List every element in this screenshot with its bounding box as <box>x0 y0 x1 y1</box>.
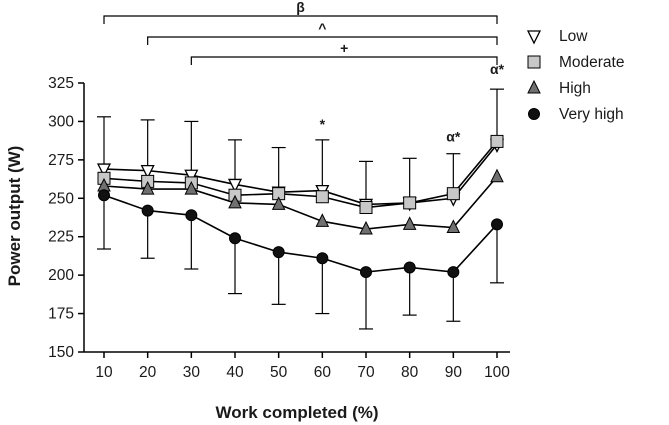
series-markers <box>96 134 505 279</box>
legend: Low Moderate High Very high <box>526 28 624 123</box>
data-point <box>446 187 460 201</box>
legend-marker <box>527 55 541 69</box>
y-tick-label: 175 <box>48 306 74 323</box>
series-lines <box>103 140 498 273</box>
legend-label: Moderate <box>559 54 624 71</box>
y-tick-label: 200 <box>48 267 74 284</box>
annotation-label: α* <box>446 128 461 144</box>
series-line <box>103 194 498 273</box>
y-tick-label: 225 <box>48 229 74 246</box>
series-line <box>103 140 498 209</box>
legend-marker <box>527 79 541 94</box>
data-point <box>140 180 155 195</box>
bracket-line <box>147 36 498 45</box>
data-point <box>184 180 199 195</box>
x-tick-label: 10 <box>95 364 113 381</box>
data-point <box>271 196 286 210</box>
axes: 150 175 200 225 250 275 300 325 10 20 30 40 50 60 70 80… <box>48 75 510 381</box>
legend-label: Very high <box>559 106 624 123</box>
x-tick-label: 70 <box>357 364 375 381</box>
x-tick-label: 50 <box>270 364 288 381</box>
data-point <box>228 194 242 209</box>
data-point <box>360 266 372 279</box>
y-axis-title: Power output (W) <box>5 146 24 287</box>
legend-marker <box>526 30 542 45</box>
data-point <box>359 220 373 235</box>
y-tick-label: 325 <box>48 75 74 92</box>
data-point <box>272 246 285 259</box>
data-point <box>359 201 373 215</box>
x-tick-label: 60 <box>314 364 332 381</box>
legend-label: Low <box>559 28 588 45</box>
x-tick-label: 20 <box>139 364 157 381</box>
data-point <box>446 219 461 233</box>
data-point <box>185 209 198 222</box>
data-point <box>316 252 329 265</box>
y-tick-label: 150 <box>48 344 74 361</box>
y-tick-label: 300 <box>48 113 74 130</box>
data-point <box>490 134 504 148</box>
annotation-label: α* <box>490 61 505 77</box>
data-point <box>447 266 460 279</box>
x-tick-label: 90 <box>445 364 463 381</box>
bracket-label: ^ <box>318 20 326 36</box>
y-tick-label: 250 <box>48 190 74 207</box>
bracket-line <box>103 15 498 24</box>
x-tick-label: 100 <box>484 364 510 381</box>
significance-brackets: β ^ + <box>103 0 498 65</box>
data-point <box>491 218 503 231</box>
data-point <box>184 169 199 184</box>
annotations: * α* α* <box>320 61 505 145</box>
data-point <box>403 261 416 274</box>
data-point <box>98 189 110 202</box>
bracket-label: + <box>340 40 348 56</box>
x-tick-label: 80 <box>401 364 419 381</box>
data-point <box>315 190 329 204</box>
series-line <box>103 143 498 206</box>
y-tick-label: 275 <box>48 152 74 169</box>
data-point <box>403 196 417 210</box>
x-axis-title: Work completed (%) <box>215 403 378 422</box>
data-point <box>96 163 112 178</box>
x-tick-label: 30 <box>183 364 201 381</box>
legend-marker <box>528 108 540 120</box>
data-point <box>229 232 241 245</box>
error-bars <box>97 88 504 330</box>
data-point <box>227 178 243 193</box>
data-point <box>140 164 155 180</box>
bracket-line <box>190 56 498 65</box>
data-point <box>490 168 504 183</box>
data-point <box>315 213 330 227</box>
data-point <box>402 216 417 230</box>
annotation-label: * <box>320 116 326 132</box>
series-line <box>103 176 498 230</box>
legend-label: High <box>559 80 591 97</box>
x-tick-label: 40 <box>226 364 244 381</box>
bracket-label: β <box>296 0 305 15</box>
data-point <box>141 204 154 217</box>
